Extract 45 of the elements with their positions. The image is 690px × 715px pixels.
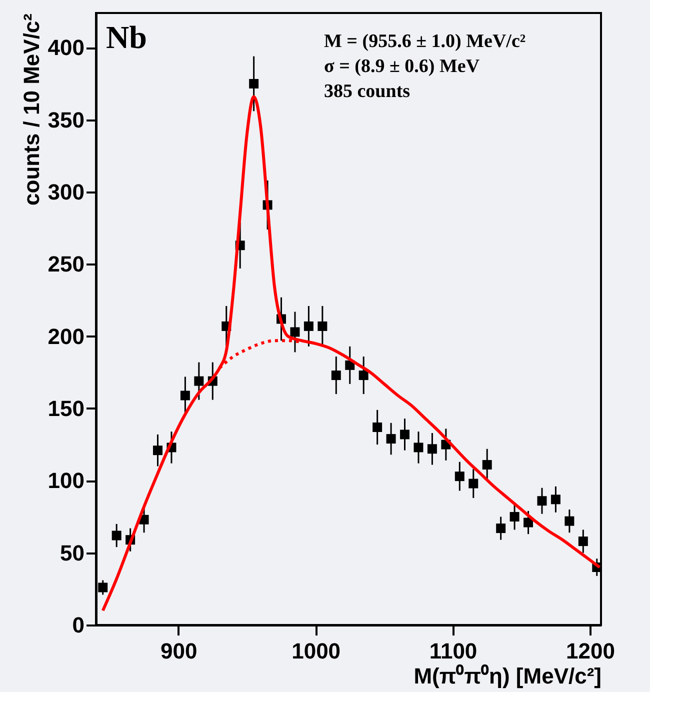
y-tick-label: 350 xyxy=(48,107,84,132)
point xyxy=(358,370,368,380)
point xyxy=(194,376,204,386)
y-tick-label: 400 xyxy=(48,35,84,60)
point xyxy=(524,518,534,528)
point xyxy=(249,78,259,88)
annotation: M = (955.6 ± 1.0) MeV/c² xyxy=(324,31,526,52)
point xyxy=(400,430,410,440)
point xyxy=(153,446,162,456)
point xyxy=(386,434,396,444)
point xyxy=(564,516,574,526)
y-axis-title: counts / 10 MeV/c² xyxy=(18,14,44,206)
point xyxy=(290,327,300,337)
point xyxy=(318,321,328,331)
point xyxy=(454,472,464,482)
y-tick-label: 100 xyxy=(48,468,84,494)
x-tick-label: 900 xyxy=(160,638,198,664)
point xyxy=(414,442,424,452)
point xyxy=(496,524,506,534)
annotation: σ = (8.9 ± 0.6) MeV xyxy=(324,56,480,77)
point xyxy=(537,496,547,506)
point xyxy=(427,444,437,454)
y-tick-label: 0 xyxy=(72,612,84,638)
point xyxy=(112,530,122,540)
point xyxy=(510,512,520,522)
point xyxy=(578,536,588,546)
x-tick-label: 1100 xyxy=(429,638,478,664)
point xyxy=(98,582,108,592)
y-tick-label: 150 xyxy=(48,396,84,421)
y-tick-label: 50 xyxy=(60,540,84,566)
annotation: Nb xyxy=(106,19,147,55)
x-tick-label: 1000 xyxy=(292,638,341,664)
y-tick-label: 200 xyxy=(48,324,84,349)
point xyxy=(304,321,314,331)
point xyxy=(482,460,492,470)
point xyxy=(468,478,478,488)
point xyxy=(550,494,560,504)
x-axis-title: M(π⁰π⁰η) [MeV/c²] xyxy=(414,664,602,688)
annotation: 385 counts xyxy=(324,81,410,102)
point xyxy=(331,370,341,380)
y-tick-label: 300 xyxy=(48,179,84,204)
x-tick-label: 1200 xyxy=(566,638,615,664)
y-tick-label: 250 xyxy=(48,252,84,277)
point xyxy=(372,422,382,432)
point xyxy=(180,390,190,400)
